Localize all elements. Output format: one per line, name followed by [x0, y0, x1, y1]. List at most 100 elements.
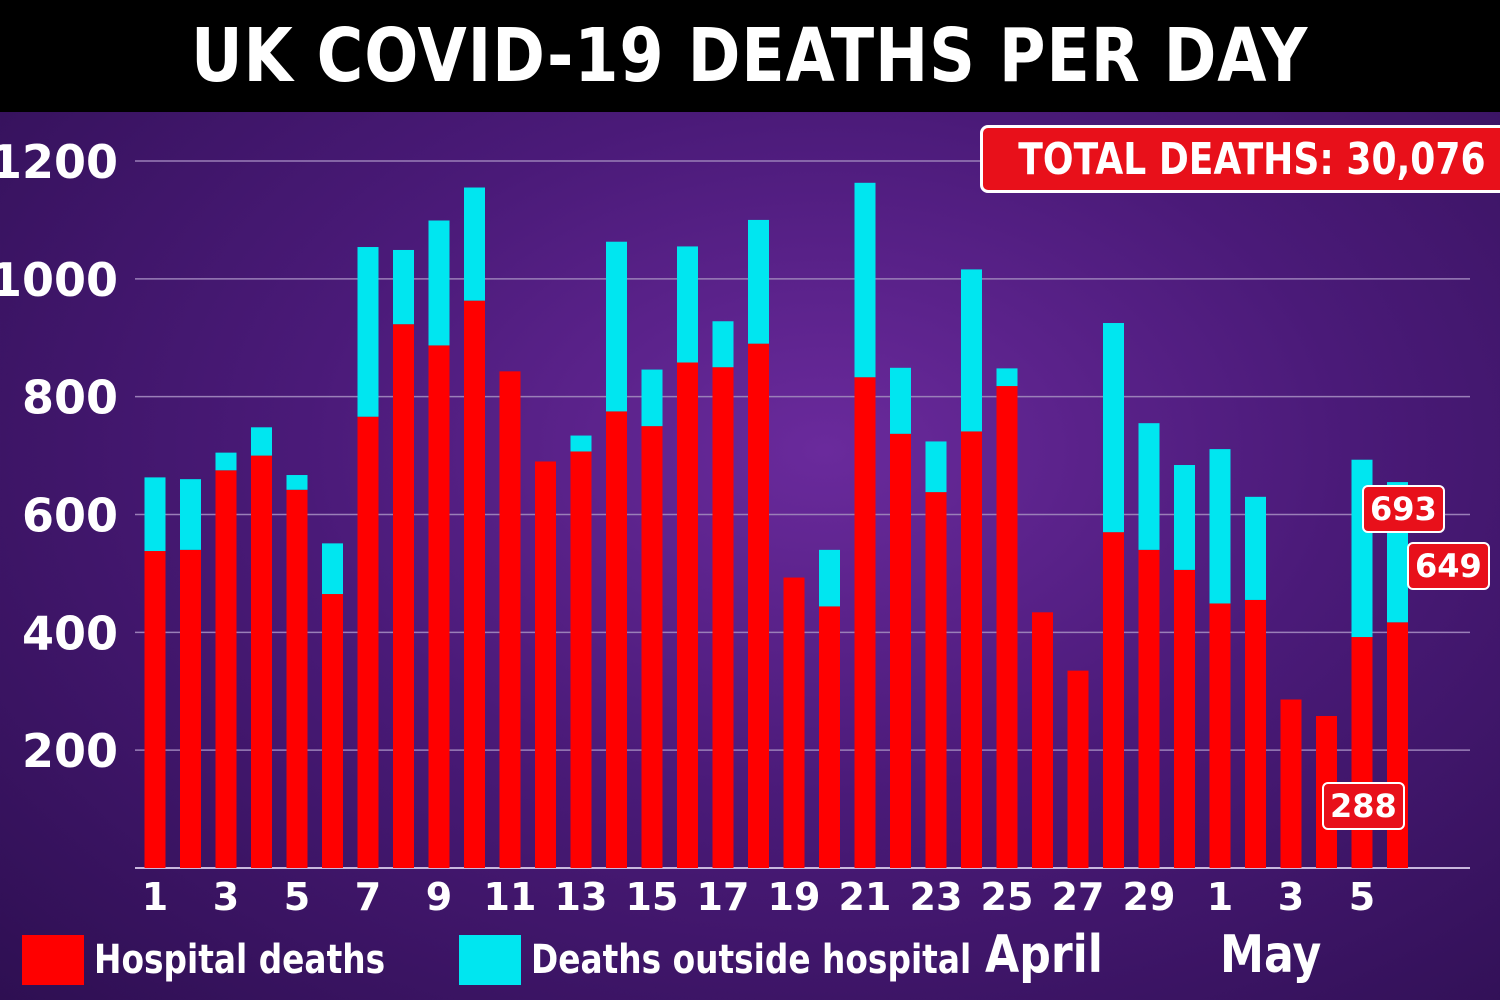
- value-label-649: 649: [1407, 542, 1490, 590]
- bar-hospital-32: [1245, 599, 1266, 868]
- legend-swatch-hospital: [22, 935, 84, 985]
- bar-hospital-24: [961, 431, 982, 868]
- bar-hospital-30: [1174, 569, 1195, 868]
- x-tick-label: 1: [142, 875, 168, 919]
- bar-outside-16: [677, 246, 698, 363]
- bar-hospital-13: [570, 451, 592, 868]
- bar-outside-28: [1103, 323, 1124, 533]
- bar-outside-13: [570, 435, 592, 452]
- month-label-may: May: [1220, 925, 1322, 985]
- x-tick-label: 29: [1123, 875, 1176, 919]
- value-label-288: 288: [1322, 782, 1405, 830]
- chart-title: UK COVID-19 DEATHS PER DAY: [191, 13, 1309, 99]
- bar-hospital-22: [890, 433, 911, 868]
- bar-outside-8: [393, 249, 414, 325]
- bar-outside-7: [357, 247, 379, 417]
- bar-hospital-10: [464, 300, 485, 868]
- y-tick-label: 200: [22, 724, 118, 778]
- bar-outside-32: [1245, 496, 1266, 600]
- x-tick-label: 7: [355, 875, 381, 919]
- x-tick-label: 21: [839, 875, 892, 919]
- bar-outside-15: [641, 369, 663, 427]
- bar-hospital-2: [180, 549, 201, 868]
- bar-outside-24: [961, 269, 982, 432]
- bar-hospital-11: [499, 371, 521, 868]
- bar-hospital-31: [1209, 603, 1231, 868]
- bar-hospital-16: [677, 362, 698, 868]
- bar-outside-14: [606, 241, 627, 412]
- bar-outside-31: [1209, 449, 1231, 604]
- bar-hospital-6: [322, 594, 343, 868]
- bar-outside-5: [286, 475, 308, 490]
- bar-outside-22: [890, 367, 911, 434]
- bar-hospital-15: [641, 426, 663, 868]
- bar-hospital-23: [925, 492, 947, 868]
- x-tick-label: 5: [284, 875, 310, 919]
- bar-outside-10: [464, 187, 485, 301]
- y-tick-label: 400: [22, 606, 118, 660]
- bar-hospital-1: [144, 551, 166, 868]
- y-tick-label: 800: [22, 371, 118, 425]
- bar-outside-17: [712, 321, 734, 368]
- bar-outside-20: [819, 549, 840, 607]
- bar-outside-25: [996, 368, 1018, 387]
- bar-hospital-21: [854, 377, 876, 868]
- bar-hospital-29: [1138, 549, 1160, 868]
- value-label-693: 693: [1362, 485, 1445, 533]
- bar-hospital-28: [1103, 532, 1124, 868]
- bar-outside-18: [748, 219, 769, 344]
- month-label-april: April: [985, 925, 1103, 985]
- x-tick-label: 23: [910, 875, 963, 919]
- x-tick-label: 17: [697, 875, 750, 919]
- bar-outside-21: [854, 182, 876, 378]
- bar-outside-1: [144, 477, 166, 552]
- bar-hospital-35: [1351, 637, 1373, 868]
- legend-item-hospital: Hospital deaths: [22, 935, 409, 985]
- bar-outside-23: [925, 441, 947, 493]
- bar-hospital-12: [535, 461, 556, 868]
- bar-hospital-8: [393, 324, 414, 868]
- bar-outside-6: [322, 543, 343, 595]
- bar-hospital-27: [1067, 670, 1089, 868]
- bar-outside-9: [428, 220, 450, 346]
- y-tick-label: 1000: [0, 253, 118, 307]
- x-tick-label: 1: [1207, 875, 1233, 919]
- legend-swatch-outside: [459, 935, 522, 985]
- y-tick-label: 600: [22, 489, 118, 543]
- x-tick-label: 19: [768, 875, 821, 919]
- bar-hospital-3: [215, 470, 237, 868]
- bar-hospital-4: [251, 455, 272, 868]
- x-tick-label: 11: [484, 875, 537, 919]
- x-tick-label: 3: [1278, 875, 1304, 919]
- bar-hospital-5: [286, 489, 308, 868]
- bar-hospital-20: [819, 606, 840, 868]
- x-tick-label: 13: [555, 875, 608, 919]
- bar-outside-30: [1174, 465, 1195, 570]
- legend: Hospital deaths Deaths outside hospital: [22, 930, 1058, 990]
- bar-hospital-19: [783, 577, 805, 868]
- legend-label-hospital: Hospital deaths: [94, 937, 386, 983]
- bar-hospital-14: [606, 411, 627, 868]
- x-tick-label: 5: [1349, 875, 1375, 919]
- bar-hospital-36: [1387, 622, 1408, 868]
- bar-hospital-9: [428, 345, 450, 868]
- x-tick-label: 9: [426, 875, 452, 919]
- x-tick-label: 27: [1052, 875, 1105, 919]
- title-bar: UK COVID-19 DEATHS PER DAY: [0, 0, 1500, 112]
- x-tick-label: 3: [213, 875, 239, 919]
- total-deaths-text: TOTAL DEATHS: 30,076: [1018, 133, 1486, 185]
- bar-outside-2: [180, 479, 201, 550]
- bar-hospital-7: [357, 416, 379, 868]
- bar-hospital-33: [1280, 699, 1302, 868]
- bar-outside-4: [251, 427, 272, 456]
- bar-outside-3: [215, 452, 237, 471]
- bar-hospital-17: [712, 367, 734, 868]
- legend-label-outside: Deaths outside hospital: [531, 937, 972, 983]
- bar-hospital-18: [748, 343, 769, 868]
- x-tick-label: 25: [981, 875, 1034, 919]
- total-deaths-badge: TOTAL DEATHS: 30,076: [980, 125, 1500, 193]
- bar-hospital-26: [1032, 612, 1053, 868]
- bar-outside-29: [1138, 423, 1160, 550]
- y-tick-label: 1200: [0, 135, 118, 189]
